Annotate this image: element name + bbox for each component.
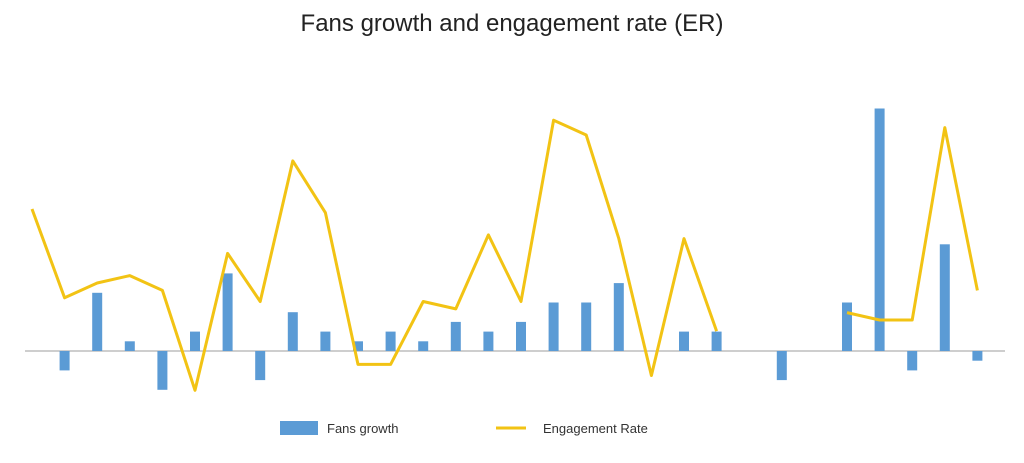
bar-fans-growth (679, 331, 689, 351)
bar-fans-growth (842, 302, 852, 351)
bar-fans-growth (450, 321, 461, 351)
legend-label-engagement-rate: Engagement Rate (543, 421, 648, 436)
line-engagement-rate (846, 126, 979, 322)
bar-fans-growth (255, 351, 266, 381)
bar-fans-growth (157, 351, 168, 390)
bar-fans-growth (287, 312, 298, 351)
bar-fans-growth (190, 331, 200, 351)
bar-fans-growth (222, 273, 233, 351)
bar-fans-growth (320, 331, 331, 351)
bar-fans-growth (972, 351, 983, 361)
bar-fans-growth (874, 108, 885, 351)
bar-fans-growth (483, 331, 494, 351)
bar-fans-growth (516, 321, 526, 351)
bar-fans-growth (907, 351, 918, 371)
chart-title: Fans growth and engagement rate (ER) (300, 10, 724, 37)
bar-fans-growth (385, 331, 396, 351)
bar-fans-growth (581, 302, 592, 351)
bar-fans-growth (59, 351, 70, 371)
bar-fans-growth (418, 341, 429, 351)
bar-fans-growth (353, 341, 363, 351)
line-engagement-rate (30, 118, 719, 392)
bar-fans-growth (711, 331, 722, 351)
legend-label-fans-growth: Fans growth (327, 421, 399, 436)
bar-fans-growth (613, 283, 624, 351)
bar-fans-growth (124, 341, 135, 351)
bar-fans-growth (92, 292, 103, 351)
bar-fans-growth (939, 244, 950, 351)
legend-swatch-fans-growth (280, 421, 318, 435)
bar-fans-growth (548, 302, 559, 351)
bar-fans-growth (776, 351, 787, 381)
